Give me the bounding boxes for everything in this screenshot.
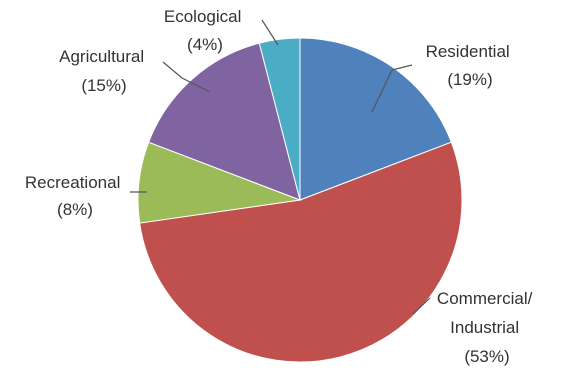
pie-slice-ecological (258, 37, 301, 201)
slice-label-residential: Residential (19%) (426, 42, 515, 89)
pie-slice-commercial-industrial (139, 141, 463, 363)
leader-line-ecological (261, 19, 279, 46)
slice-label-recreational: Recreational (8%) (25, 173, 125, 219)
pie-slice-agricultural (148, 42, 301, 201)
pie-slice-residential (299, 37, 452, 201)
leader-line-agricultural (162, 61, 211, 93)
leader-line-residential (371, 64, 413, 113)
leader-lines (130, 19, 431, 315)
slice-label-ecological: Ecological (4%) (164, 7, 246, 54)
pie-slices (137, 37, 463, 363)
slice-label-commercial-industrial: Commercial/ Industrial (53%) (437, 289, 537, 366)
slice-labels: Residential (19%) Commercial/ Industrial… (25, 7, 537, 366)
slice-label-agricultural: Agricultural (15%) (59, 47, 149, 95)
leader-line-commercial-industrial (412, 297, 431, 315)
